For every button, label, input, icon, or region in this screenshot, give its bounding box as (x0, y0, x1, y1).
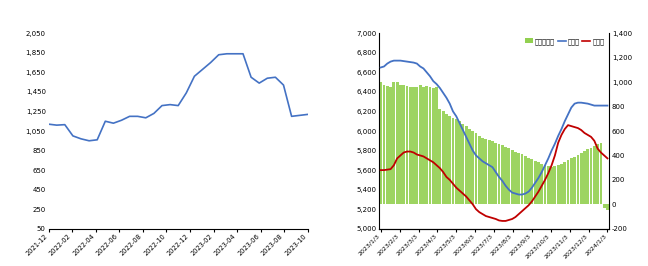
Bar (448, 116, 451, 204)
Bar (386, 86, 389, 204)
Bar (382, 85, 386, 204)
Bar (544, 165, 546, 204)
Bar (399, 85, 402, 204)
Bar (577, 155, 579, 204)
Bar (474, 134, 478, 204)
Bar (428, 87, 432, 204)
Bar (412, 87, 415, 204)
Bar (566, 160, 570, 204)
Bar (379, 82, 382, 204)
Bar (393, 82, 395, 204)
Bar (537, 162, 540, 204)
Bar (491, 142, 494, 204)
Bar (507, 148, 510, 204)
Bar (563, 162, 566, 204)
Bar (547, 167, 550, 204)
Text: 图9：欧洲主要港口木浆库存（千吨）: 图9：欧洲主要港口木浆库存（千吨） (10, 10, 117, 19)
Bar (402, 85, 405, 204)
Bar (596, 144, 599, 204)
Bar (445, 114, 448, 204)
Bar (517, 153, 520, 204)
Bar (461, 124, 464, 204)
Bar (452, 118, 454, 204)
Bar (425, 86, 428, 204)
Bar (586, 149, 589, 204)
Bar (468, 128, 471, 204)
Bar (435, 87, 438, 204)
Bar (524, 156, 527, 204)
Bar (478, 136, 481, 204)
Bar (606, 204, 609, 210)
Bar (534, 161, 537, 204)
Bar (465, 126, 468, 204)
Bar (419, 85, 422, 204)
Bar (422, 87, 425, 204)
Bar (389, 87, 392, 204)
Bar (498, 144, 500, 204)
Bar (590, 148, 592, 204)
Bar (520, 155, 524, 204)
Bar (501, 146, 503, 204)
Bar (511, 150, 514, 204)
Bar (514, 152, 517, 204)
Bar (439, 109, 441, 204)
Bar (442, 111, 445, 204)
Bar (527, 158, 530, 204)
Bar (488, 140, 491, 204)
Bar (415, 87, 418, 204)
Bar (550, 167, 553, 204)
Bar (455, 119, 457, 204)
Bar (531, 159, 533, 204)
Bar (603, 204, 606, 208)
Legend: 价差（右）, 双胶纸, 双铜纸: 价差（右）, 双胶纸, 双铜纸 (524, 37, 606, 46)
Bar (570, 159, 573, 204)
Bar (406, 86, 408, 204)
Bar (593, 146, 596, 204)
Bar (409, 87, 411, 204)
Bar (540, 164, 543, 204)
Bar (494, 143, 497, 204)
Bar (553, 167, 556, 204)
Bar (458, 121, 461, 204)
Bar (485, 139, 487, 204)
Bar (557, 165, 560, 204)
Bar (432, 88, 435, 204)
Bar (396, 82, 399, 204)
Bar (580, 153, 583, 204)
Bar (599, 143, 602, 204)
Text: 图10：铜版纸和双胶纸价格及价差（元/吨）: 图10：铜版纸和双胶纸价格及价差（元/吨） (337, 10, 468, 19)
Bar (560, 164, 563, 204)
Bar (481, 138, 484, 204)
Bar (471, 131, 474, 204)
Bar (583, 151, 586, 204)
Bar (504, 147, 507, 204)
Bar (573, 157, 576, 204)
